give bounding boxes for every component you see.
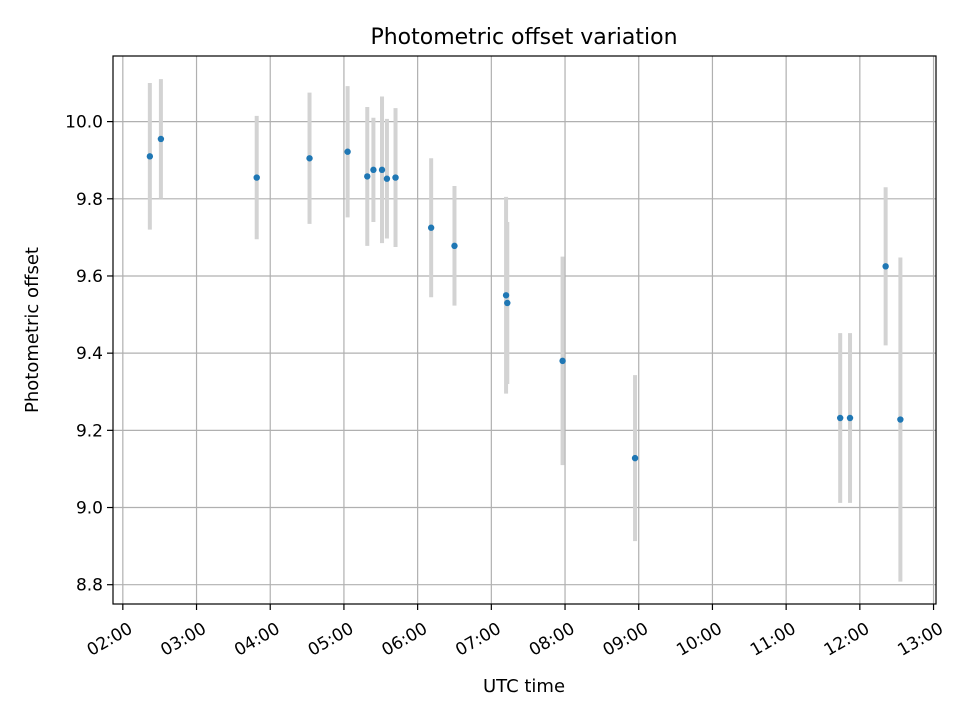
y-tick-label: 9.2 xyxy=(76,421,103,441)
y-tick-label: 8.8 xyxy=(76,576,103,596)
y-tick-label: 9.0 xyxy=(76,499,103,519)
chart-title: Photometric offset variation xyxy=(370,25,677,50)
x-tick-label: 07:00 xyxy=(452,619,504,661)
data-point xyxy=(882,263,889,270)
data-point xyxy=(392,174,399,181)
data-point xyxy=(157,135,165,143)
data-points xyxy=(146,135,904,462)
x-tick-label: 12:00 xyxy=(821,619,873,661)
x-tick-label: 11:00 xyxy=(747,619,799,661)
data-point xyxy=(364,173,371,180)
plot-frame xyxy=(112,55,937,605)
x-tick-label: 10:00 xyxy=(673,619,725,661)
data-point xyxy=(559,357,566,365)
data-point xyxy=(502,292,510,299)
x-axis-ticks: 02:00 03:00 04:00 05:00 06:00 07:00 08:00 09:00… xyxy=(84,604,947,661)
y-tick-label: 9.6 xyxy=(76,267,103,287)
error-bars xyxy=(147,79,903,582)
x-tick-label: 03:00 xyxy=(157,619,209,661)
x-tick-label: 05:00 xyxy=(305,619,357,661)
data-point xyxy=(836,414,844,422)
x-tick-label: 04:00 xyxy=(231,619,283,661)
y-axis-label: Photometric offset xyxy=(22,247,43,413)
data-point xyxy=(146,153,154,160)
data-point xyxy=(846,414,854,422)
data-point xyxy=(378,166,386,174)
data-point xyxy=(306,155,313,162)
data-point xyxy=(383,175,391,182)
data-point xyxy=(504,299,511,307)
y-tick-label: 10.0 xyxy=(65,113,103,133)
y-axis-ticks: 8.8 9.0 9.2 9.4 9.6 9.8 10.0 xyxy=(65,113,113,596)
y-tick-label: 9.8 xyxy=(76,190,103,210)
data-point xyxy=(344,148,351,155)
x-tick-label: 13:00 xyxy=(894,619,946,661)
data-point xyxy=(631,454,639,462)
data-point xyxy=(897,416,904,423)
y-tick-label: 9.4 xyxy=(76,344,103,364)
data-point xyxy=(427,224,435,231)
x-tick-label: 09:00 xyxy=(600,619,652,661)
x-tick-label: 08:00 xyxy=(526,619,578,661)
x-tick-label: 02:00 xyxy=(84,619,136,661)
grid xyxy=(113,56,936,604)
x-tick-label: 06:00 xyxy=(378,619,430,661)
x-axis-label: UTC time xyxy=(483,676,565,697)
data-point xyxy=(451,242,458,250)
data-point xyxy=(253,174,260,181)
data-point xyxy=(370,166,377,174)
